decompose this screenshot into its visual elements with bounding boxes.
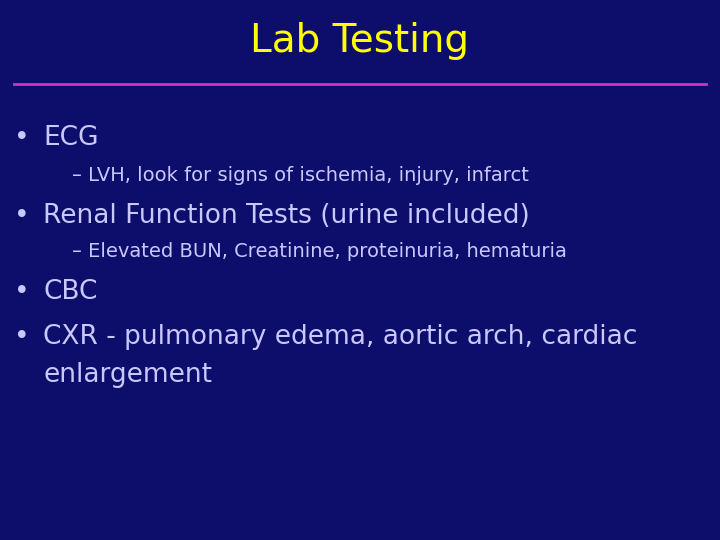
Text: •: •	[14, 325, 30, 350]
Text: Lab Testing: Lab Testing	[251, 22, 469, 59]
Text: •: •	[14, 125, 30, 151]
Text: enlargement: enlargement	[43, 362, 212, 388]
Text: – Elevated BUN, Creatinine, proteinuria, hematuria: – Elevated BUN, Creatinine, proteinuria,…	[72, 241, 567, 261]
Text: CBC: CBC	[43, 279, 98, 305]
Text: – LVH, look for signs of ischemia, injury, infarct: – LVH, look for signs of ischemia, injur…	[72, 166, 529, 185]
Text: Renal Function Tests (urine included): Renal Function Tests (urine included)	[43, 203, 530, 229]
Text: ECG: ECG	[43, 125, 99, 151]
Text: •: •	[14, 279, 30, 305]
Text: CXR - pulmonary edema, aortic arch, cardiac: CXR - pulmonary edema, aortic arch, card…	[43, 325, 638, 350]
Text: •: •	[14, 203, 30, 229]
